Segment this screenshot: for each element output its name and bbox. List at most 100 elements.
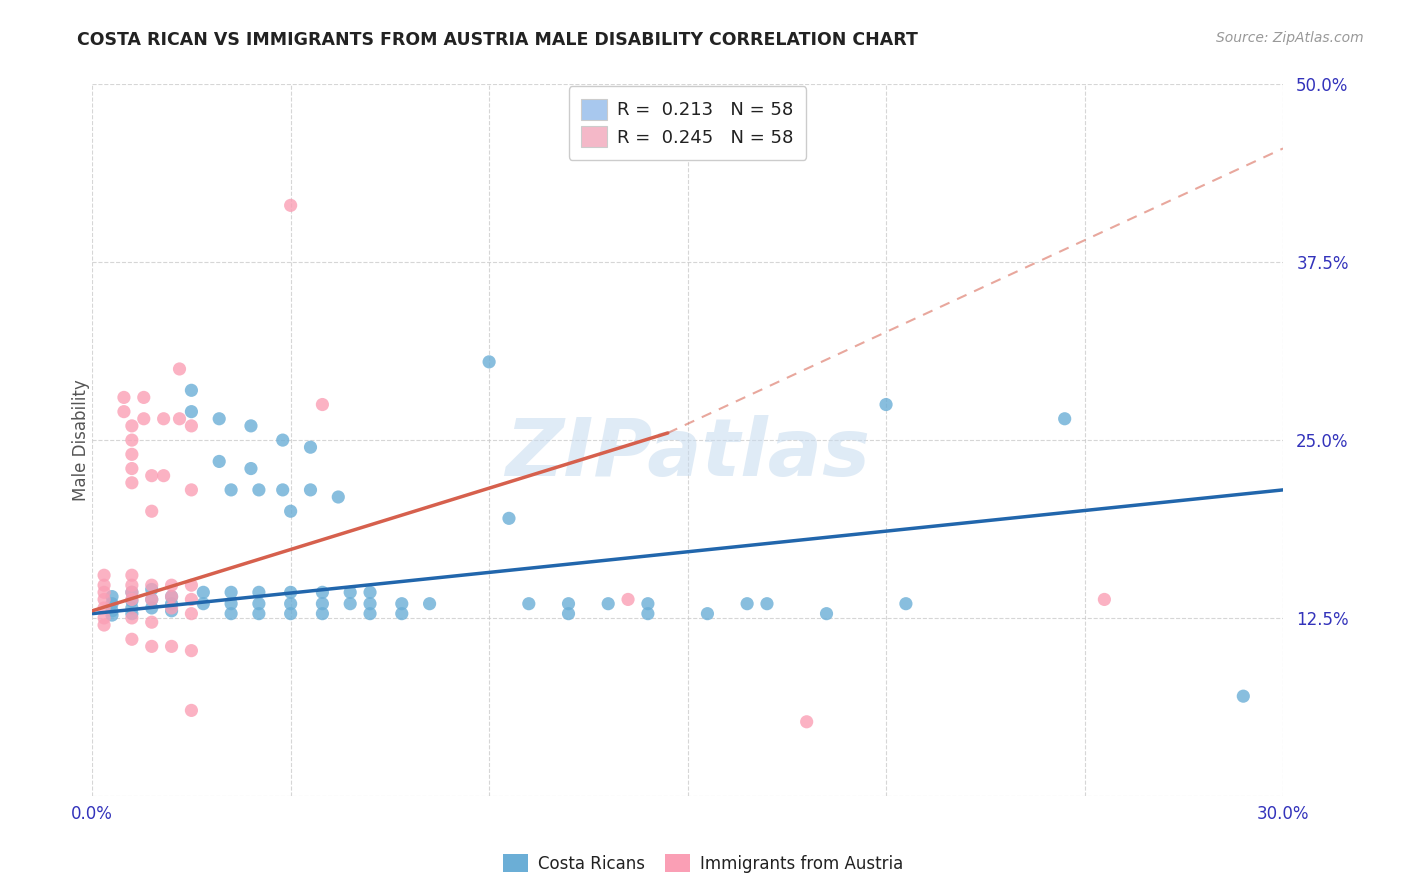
Point: [93, 611, 115, 625]
Point: [101, 604, 124, 618]
Point: [121, 632, 143, 647]
Point: [756, 597, 779, 611]
Text: COSTA RICAN VS IMMIGRANTS FROM AUSTRIA MALE DISABILITY CORRELATION CHART: COSTA RICAN VS IMMIGRANTS FROM AUSTRIA M…: [77, 31, 918, 49]
Point: [696, 607, 718, 621]
Point: [339, 597, 361, 611]
Point: [391, 607, 413, 621]
Y-axis label: Male Disability: Male Disability: [72, 379, 90, 501]
Point: [141, 504, 163, 518]
Point: [180, 592, 202, 607]
Point: [219, 607, 242, 621]
Point: [617, 592, 640, 607]
Point: [299, 483, 322, 497]
Point: [219, 585, 242, 599]
Point: [271, 433, 294, 447]
Point: [141, 615, 163, 630]
Point: [121, 592, 143, 607]
Point: [359, 585, 381, 599]
Point: [280, 585, 302, 599]
Point: [391, 597, 413, 611]
Point: [311, 585, 333, 599]
Point: [101, 597, 124, 611]
Point: [121, 585, 143, 599]
Point: [180, 384, 202, 398]
Point: [121, 578, 143, 592]
Point: [160, 578, 183, 592]
Point: [208, 454, 231, 468]
Point: [498, 511, 520, 525]
Point: [121, 594, 143, 608]
Point: [247, 585, 270, 599]
Point: [132, 391, 155, 405]
Point: [299, 440, 322, 454]
Point: [93, 568, 115, 582]
Point: [1232, 689, 1254, 703]
Point: [219, 483, 242, 497]
Point: [160, 597, 183, 611]
Point: [637, 607, 659, 621]
Point: [1053, 411, 1076, 425]
Point: [160, 590, 183, 604]
Point: [152, 468, 174, 483]
Point: [121, 611, 143, 625]
Point: [280, 597, 302, 611]
Point: [239, 461, 262, 475]
Text: ZIPatlas: ZIPatlas: [505, 416, 870, 493]
Point: [557, 597, 579, 611]
Legend: Costa Ricans, Immigrants from Austria: Costa Ricans, Immigrants from Austria: [496, 847, 910, 880]
Point: [121, 585, 143, 599]
Point: [875, 398, 897, 412]
Point: [141, 640, 163, 654]
Point: [796, 714, 818, 729]
Point: [247, 607, 270, 621]
Point: [132, 411, 155, 425]
Point: [180, 703, 202, 717]
Point: [271, 483, 294, 497]
Point: [339, 585, 361, 599]
Point: [141, 582, 163, 597]
Point: [93, 592, 115, 607]
Point: [121, 475, 143, 490]
Point: [735, 597, 758, 611]
Point: [328, 490, 350, 504]
Point: [815, 607, 838, 621]
Point: [180, 418, 202, 433]
Point: [180, 578, 202, 592]
Point: [208, 411, 231, 425]
Point: [160, 601, 183, 615]
Point: [180, 404, 202, 418]
Point: [121, 568, 143, 582]
Point: [180, 643, 202, 657]
Point: [121, 461, 143, 475]
Point: [141, 592, 163, 607]
Point: [141, 601, 163, 615]
Point: [193, 585, 215, 599]
Point: [160, 640, 183, 654]
Point: [180, 607, 202, 621]
Point: [160, 604, 183, 618]
Point: [112, 391, 135, 405]
Point: [637, 597, 659, 611]
Point: [141, 468, 163, 483]
Point: [359, 597, 381, 611]
Point: [141, 578, 163, 592]
Point: [160, 590, 183, 604]
Point: [101, 608, 124, 623]
Point: [121, 447, 143, 461]
Point: [121, 601, 143, 615]
Point: [93, 578, 115, 592]
Point: [112, 404, 135, 418]
Point: [93, 585, 115, 599]
Point: [121, 607, 143, 621]
Point: [311, 597, 333, 611]
Point: [557, 607, 579, 621]
Point: [280, 607, 302, 621]
Point: [894, 597, 917, 611]
Point: [478, 355, 501, 369]
Point: [152, 411, 174, 425]
Point: [247, 597, 270, 611]
Point: [141, 592, 163, 607]
Point: [359, 607, 381, 621]
Point: [93, 601, 115, 615]
Point: [311, 398, 333, 412]
